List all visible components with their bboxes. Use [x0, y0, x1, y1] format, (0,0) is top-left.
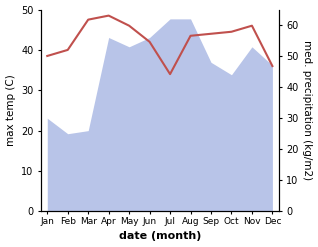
Y-axis label: max temp (C): max temp (C) — [5, 75, 16, 146]
X-axis label: date (month): date (month) — [119, 231, 201, 242]
Y-axis label: med. precipitation (kg/m2): med. precipitation (kg/m2) — [302, 40, 313, 181]
